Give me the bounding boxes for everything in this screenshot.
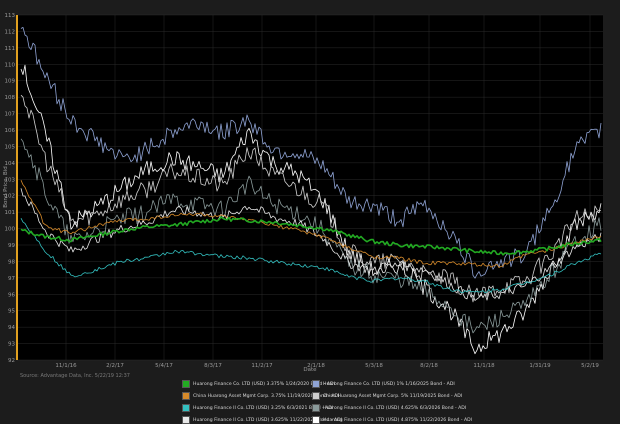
legend-label: Huarong Finance Co. LTD (USD) 3.375% 1/2… [193, 381, 335, 387]
y-tick-label: 107 [5, 112, 16, 118]
legend-item: Huarong Finance II Co. LTD (USD) 4.625% … [312, 404, 482, 412]
legend-label: Huarong Finance II Co. LTD (USD) 3.25% 6… [193, 405, 334, 411]
x-tick-label: 2/2/17 [106, 363, 124, 369]
series-lines [20, 26, 602, 355]
legend-item: China Huarong Asset Mgmt Corp. 3.75% 11/… [182, 392, 339, 400]
y-axis-ticks: 92 93 94 95 96 97 98 99 100 101 102 103 104 105 106 107… [5, 13, 16, 364]
series-line [20, 138, 602, 334]
y-tick-label: 92 [8, 358, 15, 364]
legend-swatch [312, 416, 320, 424]
legend-swatch [182, 380, 190, 388]
y-tick-label: 97 [8, 276, 15, 282]
y-tick-label: 112 [5, 29, 16, 35]
y-tick-label: 113 [5, 13, 16, 19]
y-tick-label: 111 [5, 46, 16, 52]
plot-background [17, 15, 603, 360]
y-tick-label: 110 [5, 62, 16, 68]
legend-item: China Huarong Asset Mgmt Corp. 5% 11/19/… [312, 392, 482, 400]
series-line [20, 26, 602, 279]
x-axis-title: Date [303, 367, 317, 373]
legend: Huarong Finance Co. LTD (USD) 3.375% 1/2… [182, 380, 482, 424]
legend-item: Huarong Finance II Co. LTD (USD) 3.625% … [182, 416, 342, 424]
x-tick-label: 11/2/17 [251, 363, 273, 369]
y-tick-label: 101 [5, 210, 16, 216]
y-tick-label: 96 [8, 292, 15, 298]
legend-swatch [182, 404, 190, 412]
series-line [20, 216, 602, 256]
y-axis-title: Bond Price, Bid [3, 166, 9, 208]
x-tick-label: 1/31/19 [529, 363, 551, 369]
y-tick-label: 99 [8, 243, 15, 249]
y-tick-label: 105 [5, 144, 16, 150]
x-axis-ticks: 11/1/16 2/2/17 5/4/17 8/3/17 11/2/17 2/1/18 5/… [55, 363, 599, 369]
y-tick-label: 109 [5, 79, 16, 85]
source-note: Source: Advantage Data, Inc. 5/22/19 12:… [20, 373, 130, 379]
y-tick-label: 108 [5, 95, 16, 101]
legend-label: China Huarong Asset Mgmt Corp. 3.75% 11/… [193, 393, 340, 399]
y-tick-label: 103 [5, 177, 16, 183]
legend-swatch [182, 416, 190, 424]
legend-label: Huarong Finance II Co. LTD (USD) 4.875% … [323, 417, 473, 423]
y-tick-label: 95 [8, 309, 15, 315]
legend-item: Huarong Finance Co. LTD (USD) 1% 1/16/20… [312, 380, 482, 388]
x-tick-label: 11/1/16 [55, 363, 77, 369]
legend-label: China Huarong Asset Mgmt Corp. 5% 11/19/… [323, 393, 463, 399]
x-tick-label: 11/1/18 [473, 363, 495, 369]
x-tick-label: 5/3/18 [365, 363, 383, 369]
x-tick-label: 5/2/19 [581, 363, 599, 369]
legend-item: Huarong Finance II Co. LTD (USD) 4.875% … [312, 416, 482, 424]
legend-swatch [182, 392, 190, 400]
y-tick-label: 106 [5, 128, 16, 134]
y-tick-label: 93 [8, 342, 15, 348]
y-tick-label: 94 [8, 325, 15, 331]
legend-swatch [312, 404, 320, 412]
legend-label: Huarong Finance II Co. LTD (USD) 4.625% … [323, 405, 467, 411]
series-line [20, 64, 602, 355]
y-tick-label: 102 [5, 194, 16, 200]
grid-lines [17, 14, 603, 361]
legend-item: Huarong Finance Co. LTD (USD) 3.375% 1/2… [182, 380, 335, 388]
series-line [20, 188, 602, 301]
legend-swatch [312, 380, 320, 388]
legend-item: Huarong Finance II Co. LTD (USD) 3.25% 6… [182, 404, 333, 412]
y-tick-label: 104 [5, 161, 16, 167]
legend-swatch [312, 392, 320, 400]
x-tick-label: 8/2/18 [420, 363, 438, 369]
y-tick-label: 98 [8, 259, 15, 265]
x-tick-label: 2/1/18 [307, 363, 325, 369]
series-line [20, 180, 602, 269]
x-tick-label: 5/4/17 [155, 363, 173, 369]
x-tick-label: 8/3/17 [204, 363, 222, 369]
y-tick-label: 100 [5, 227, 16, 233]
legend-label: Huarong Finance Co. LTD (USD) 1% 1/16/20… [323, 381, 455, 387]
series-line [20, 218, 602, 294]
